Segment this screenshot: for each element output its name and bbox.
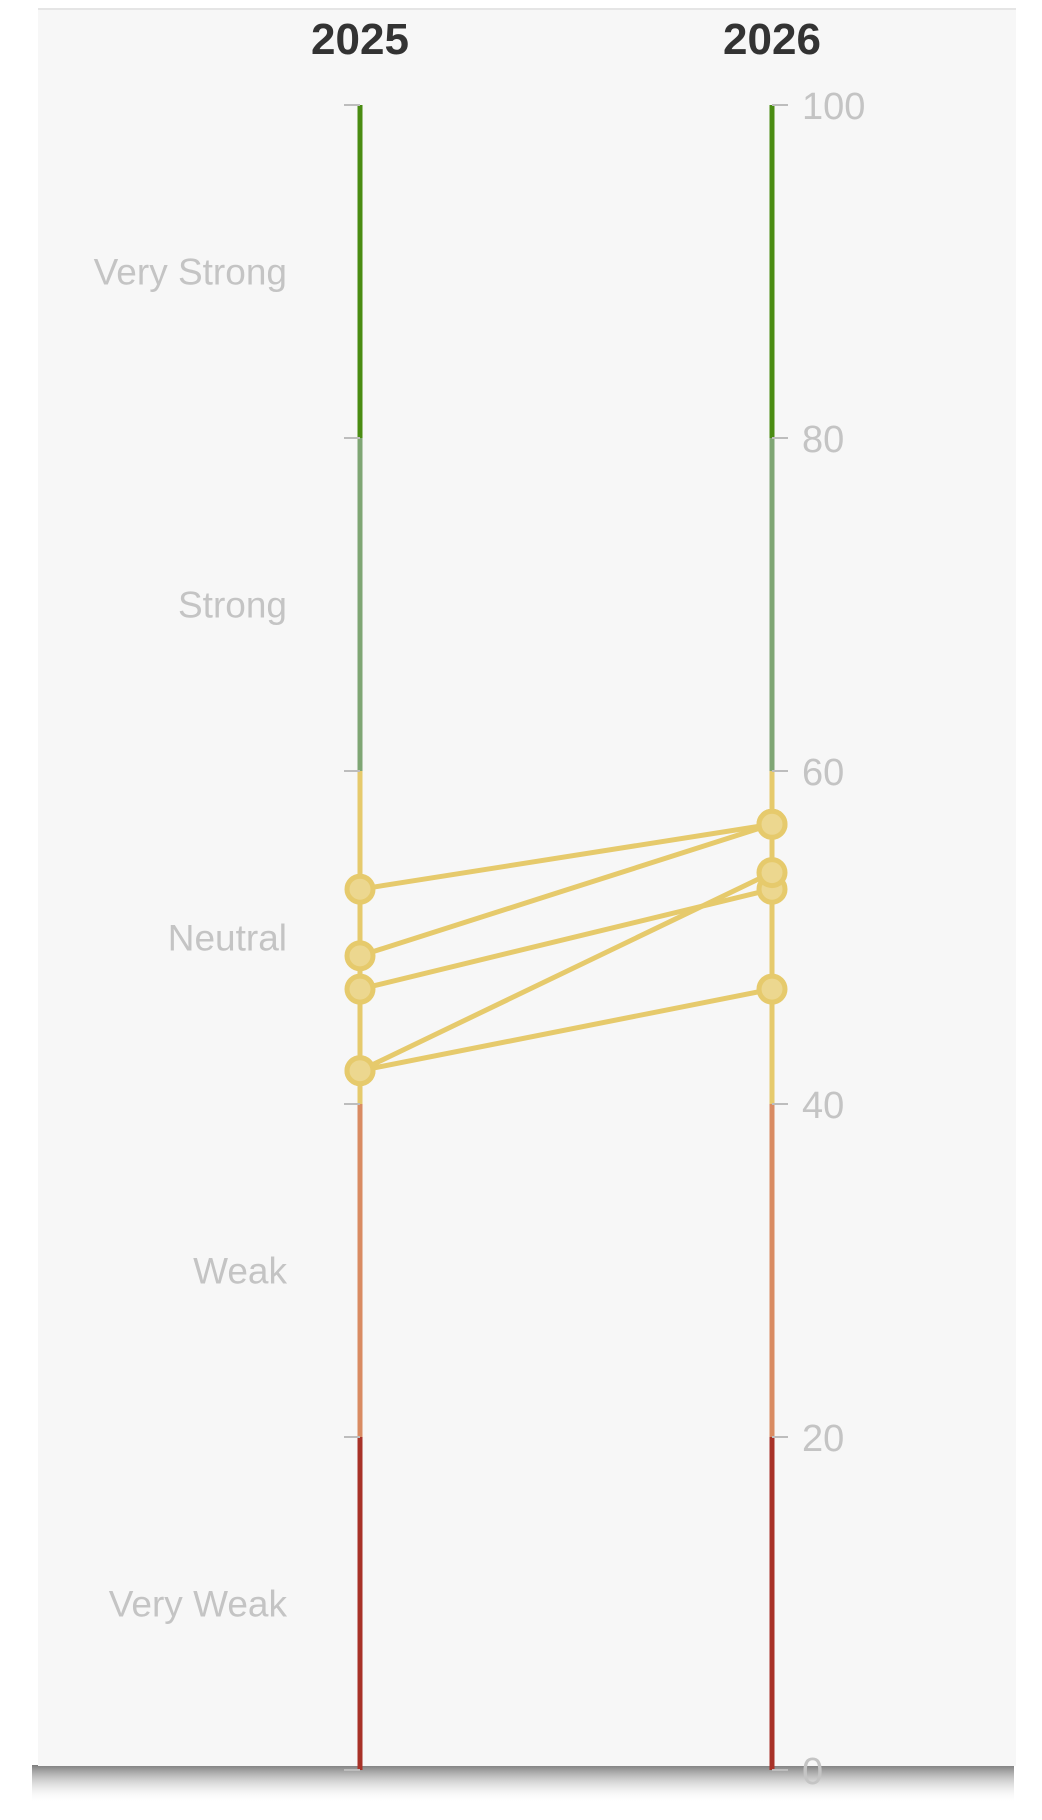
data-point-series-2-2026[interactable]	[756, 808, 788, 840]
column-header-2025: 2025	[311, 15, 409, 64]
band-label-strong: Strong	[178, 585, 287, 626]
data-point-series-1-2025[interactable]	[344, 873, 376, 905]
y-tick-label-60: 60	[802, 752, 844, 794]
data-point-series-5-2025[interactable]	[344, 1055, 376, 1087]
data-point-series-5-2026[interactable]	[756, 973, 788, 1005]
band-label-neutral: Neutral	[168, 918, 287, 959]
y-tick-label-100: 100	[802, 86, 865, 128]
series-line-2	[357, 821, 775, 959]
data-point-series-4-2026[interactable]	[756, 857, 788, 889]
series-line-4	[357, 870, 775, 1074]
y-tick-label-80: 80	[802, 419, 844, 461]
card-top-border	[38, 8, 1016, 10]
card-bottom-shadow	[32, 1765, 1014, 1803]
band-label-very-weak: Very Weak	[109, 1584, 288, 1625]
column-header-2026: 2026	[723, 15, 821, 64]
band-label-weak: Weak	[193, 1251, 287, 1292]
series-line-1	[357, 821, 775, 892]
data-point-series-2-2025[interactable]	[344, 940, 376, 972]
y-tick-label-40: 40	[802, 1085, 844, 1127]
band-label-very-strong: Very Strong	[94, 252, 287, 293]
series-line-5	[357, 986, 775, 1074]
card-background	[38, 8, 1016, 1766]
data-point-series-3-2025[interactable]	[344, 973, 376, 1005]
y-tick-label-0: 0	[802, 1751, 823, 1793]
y-tick-label-20: 20	[802, 1418, 844, 1460]
